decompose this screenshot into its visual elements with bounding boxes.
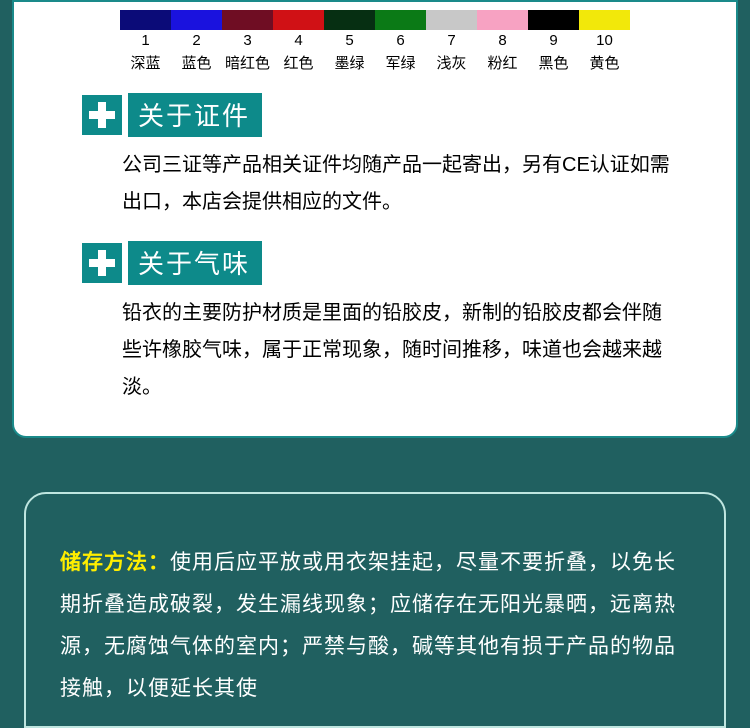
color-swatch bbox=[426, 10, 477, 30]
swatch-number: 5 bbox=[324, 30, 375, 49]
swatch-number: 1 bbox=[120, 30, 171, 49]
swatch-name: 浅灰 bbox=[426, 50, 477, 73]
color-swatch bbox=[324, 10, 375, 30]
color-swatch bbox=[375, 10, 426, 30]
color-swatch bbox=[222, 10, 273, 30]
swatch-name: 军绿 bbox=[375, 50, 426, 73]
swatch-number: 8 bbox=[477, 30, 528, 49]
storage-section: 储存方法：使用后应平放或用衣架挂起，尽量不要折叠，以免长期折叠造成破裂，发生漏线… bbox=[0, 450, 750, 728]
color-swatch bbox=[477, 10, 528, 30]
swatch-name: 暗红色 bbox=[222, 50, 273, 73]
info-panel: 12345678910 深蓝蓝色暗红色红色墨绿军绿浅灰粉红黑色黄色 关于证件 公… bbox=[12, 0, 738, 438]
swatch-number: 7 bbox=[426, 30, 477, 49]
color-swatch bbox=[273, 10, 324, 30]
color-swatch bbox=[120, 10, 171, 30]
swatch-number: 3 bbox=[222, 30, 273, 49]
storage-panel: 储存方法：使用后应平放或用衣架挂起，尽量不要折叠，以免长期折叠造成破裂，发生漏线… bbox=[24, 492, 726, 728]
color-swatch bbox=[579, 10, 630, 30]
swatch-number-row: 12345678910 bbox=[14, 30, 736, 49]
swatch-name: 红色 bbox=[273, 50, 324, 73]
swatch-number: 2 bbox=[171, 30, 222, 49]
color-swatch-row bbox=[14, 10, 736, 30]
section-header-smell: 关于气味 bbox=[82, 241, 736, 285]
section-title-smell: 关于气味 bbox=[128, 241, 262, 285]
plus-icon bbox=[82, 95, 122, 135]
color-swatch bbox=[528, 10, 579, 30]
swatch-number: 4 bbox=[273, 30, 324, 49]
swatch-number: 9 bbox=[528, 30, 579, 49]
section-body-smell: 铅衣的主要防护材质是里面的铅胶皮，新制的铅胶皮都会伴随些许橡胶气味，属于正常现象… bbox=[122, 295, 676, 406]
color-swatch bbox=[171, 10, 222, 30]
swatch-number: 10 bbox=[579, 30, 630, 49]
section-body-cert: 公司三证等产品相关证件均随产品一起寄出，另有CE认证如需出口，本店会提供相应的文… bbox=[122, 147, 676, 221]
swatch-name: 黄色 bbox=[579, 50, 630, 73]
section-title-cert: 关于证件 bbox=[128, 93, 262, 137]
swatch-name: 黑色 bbox=[528, 50, 579, 73]
storage-label: 储存方法： bbox=[60, 551, 170, 574]
section-header-cert: 关于证件 bbox=[82, 93, 736, 137]
swatch-name: 粉红 bbox=[477, 50, 528, 73]
swatch-name-row: 深蓝蓝色暗红色红色墨绿军绿浅灰粉红黑色黄色 bbox=[14, 50, 736, 73]
swatch-name: 墨绿 bbox=[324, 50, 375, 73]
plus-icon bbox=[82, 243, 122, 283]
swatch-name: 深蓝 bbox=[120, 50, 171, 73]
swatch-number: 6 bbox=[375, 30, 426, 49]
swatch-name: 蓝色 bbox=[171, 50, 222, 73]
